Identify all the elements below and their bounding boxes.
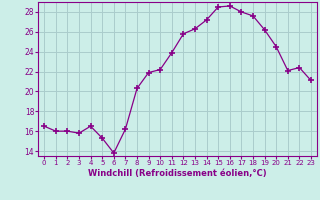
X-axis label: Windchill (Refroidissement éolien,°C): Windchill (Refroidissement éolien,°C) — [88, 169, 267, 178]
